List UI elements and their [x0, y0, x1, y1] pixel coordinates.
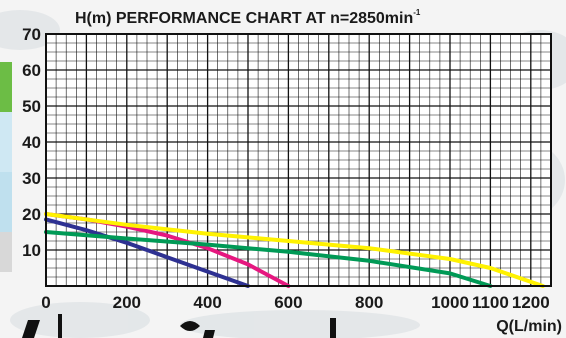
y-tick-labels: 10 20 30 40 50 60 70: [22, 25, 41, 260]
y-tick-label: 30: [22, 169, 41, 188]
x-tick-label: 600: [274, 293, 302, 312]
chart-title-main: H(m) PERFORMANCE CHART AT n=2850min: [75, 10, 413, 27]
series-lines: [44, 212, 545, 288]
chart-title-superscript: -1: [413, 8, 421, 17]
series-line-4: [44, 212, 545, 288]
x-tick-label: 400: [193, 293, 221, 312]
x-axis-label: Q(L/min): [496, 318, 562, 335]
x-tick-label: 200: [113, 293, 141, 312]
y-tick-label: 40: [22, 133, 41, 152]
grid: [45, 33, 552, 287]
y-tick-label: 20: [22, 205, 41, 224]
x-tick-label: 1200: [512, 293, 550, 312]
y-tick-label: 60: [22, 61, 41, 80]
plot-frame: [45, 33, 552, 287]
series-line-1: [44, 217, 250, 288]
x-tick-labels: 0 200 400 600 800 1000 1100 1200: [41, 293, 549, 312]
x-tick-label: 1000: [431, 293, 469, 312]
x-tick-label: 0: [41, 293, 50, 312]
y-tick-label: 70: [22, 25, 41, 44]
series-line-3: [44, 230, 493, 288]
chart-title: H(m) PERFORMANCE CHART AT n=2850min-1: [75, 8, 421, 27]
y-tick-label: 10: [22, 241, 41, 260]
y-tick-label: 50: [22, 97, 41, 116]
x-tick-label: 800: [355, 293, 383, 312]
x-tick-label: 1100: [472, 293, 509, 312]
